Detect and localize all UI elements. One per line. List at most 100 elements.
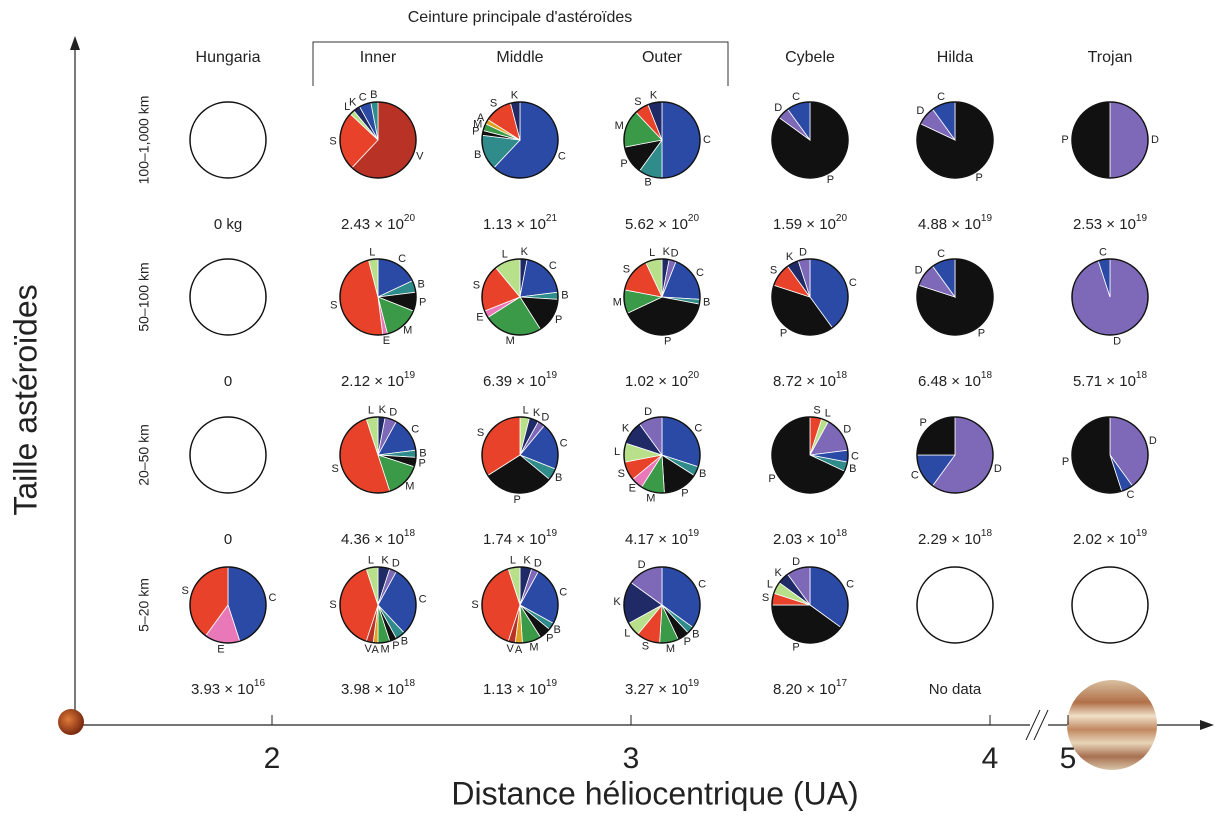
class-label: P bbox=[978, 327, 985, 339]
mass-label: 0 kg bbox=[214, 216, 242, 233]
pie-outline bbox=[1071, 258, 1149, 336]
mass-label: 4.17 × 1019 bbox=[625, 528, 700, 548]
class-label: D bbox=[392, 558, 400, 570]
class-label: S bbox=[634, 96, 641, 108]
pie-outline bbox=[771, 566, 849, 644]
mass-label: 0 bbox=[224, 373, 232, 390]
mass-label: 1.02 × 1020 bbox=[625, 370, 700, 390]
pie-outline bbox=[339, 258, 417, 336]
class-label: C bbox=[937, 91, 945, 103]
pie-outline bbox=[623, 566, 701, 644]
class-label: B bbox=[849, 463, 856, 475]
mass-value: 1.59 × 10 bbox=[773, 216, 836, 233]
class-label: C bbox=[846, 578, 854, 590]
class-label: C bbox=[398, 253, 406, 265]
mass-label: 4.36 × 1018 bbox=[341, 528, 416, 548]
class-label: K bbox=[349, 97, 357, 109]
mass-label: 0 bbox=[224, 531, 232, 548]
mass-exponent: 20 bbox=[688, 370, 700, 381]
mass-exponent: 20 bbox=[688, 213, 700, 224]
mass-label: 3.27 × 1019 bbox=[625, 678, 700, 698]
mass-label: 4.88 × 1019 bbox=[918, 213, 993, 233]
belt-header: Ceinture principale d'astéroïdes bbox=[408, 9, 633, 26]
class-label: B bbox=[692, 629, 699, 641]
class-label: K bbox=[533, 407, 541, 419]
class-label: L bbox=[624, 628, 630, 640]
class-label: P bbox=[620, 158, 627, 170]
class-label: E bbox=[217, 643, 224, 655]
class-label: M bbox=[380, 643, 389, 655]
pie-outline bbox=[1071, 416, 1149, 494]
pie-outline bbox=[771, 416, 849, 494]
class-label: D bbox=[541, 412, 549, 424]
class-label: P bbox=[792, 642, 799, 654]
pie-outline bbox=[189, 258, 267, 336]
pie-outline bbox=[916, 258, 994, 336]
class-label: K bbox=[650, 90, 658, 102]
mass-exponent: 20 bbox=[404, 213, 416, 224]
column-label: Trojan bbox=[1088, 49, 1133, 66]
mass-label: 2.43 × 1020 bbox=[341, 213, 416, 233]
class-label: P bbox=[555, 314, 562, 326]
pie-outline bbox=[481, 416, 559, 494]
column-label: Cybele bbox=[785, 49, 835, 66]
class-label: B bbox=[419, 447, 426, 459]
mass-value: No data bbox=[929, 681, 982, 698]
class-label: P bbox=[975, 172, 982, 184]
class-label: L bbox=[502, 249, 508, 261]
mass-label: 2.29 × 1018 bbox=[918, 528, 993, 548]
mass-label: 8.72 × 1018 bbox=[773, 370, 848, 390]
class-label: D bbox=[1149, 435, 1157, 447]
x-tick-label: 2 bbox=[264, 742, 281, 775]
class-label: S bbox=[618, 468, 625, 480]
row-label: 50–100 km bbox=[136, 262, 152, 331]
mass-exponent: 19 bbox=[546, 370, 558, 381]
class-label: B bbox=[370, 89, 377, 101]
mass-exponent: 19 bbox=[688, 528, 700, 539]
mass-value: 3.93 × 10 bbox=[191, 681, 254, 698]
mass-exponent: 19 bbox=[688, 678, 700, 689]
mass-exponent: 17 bbox=[836, 678, 848, 689]
class-label: D bbox=[534, 558, 542, 570]
class-label: S bbox=[473, 280, 480, 292]
class-label: B bbox=[401, 635, 408, 647]
class-label: A bbox=[477, 112, 485, 124]
class-label: K bbox=[622, 422, 630, 434]
mass-value: 2.02 × 10 bbox=[1073, 531, 1136, 548]
class-label: C bbox=[1126, 489, 1134, 501]
class-label: D bbox=[843, 424, 851, 436]
class-label: B bbox=[561, 289, 568, 301]
class-label: P bbox=[664, 336, 671, 348]
class-label: M bbox=[506, 335, 515, 347]
class-label: C bbox=[359, 92, 367, 104]
class-label: C bbox=[419, 593, 427, 605]
class-label: B bbox=[699, 468, 706, 480]
mass-value: 1.13 × 10 bbox=[483, 216, 546, 233]
class-label: L bbox=[649, 247, 655, 259]
class-label: S bbox=[329, 135, 336, 147]
mass-value: 2.53 × 10 bbox=[1073, 216, 1136, 233]
class-label: S bbox=[477, 427, 484, 439]
mass-exponent: 19 bbox=[1136, 213, 1148, 224]
class-label: B bbox=[418, 278, 425, 290]
mass-value: 6.48 × 10 bbox=[918, 373, 981, 390]
mass-value: 2.03 × 10 bbox=[773, 531, 836, 548]
x-tick-label: 3 bbox=[623, 742, 640, 775]
mass-label: 1.59 × 1020 bbox=[773, 213, 848, 233]
class-label: S bbox=[642, 641, 649, 653]
pie-outline bbox=[623, 101, 701, 179]
pie-outline bbox=[771, 101, 849, 179]
class-label: V bbox=[507, 643, 515, 655]
class-label: S bbox=[623, 263, 630, 275]
class-label: C bbox=[549, 260, 557, 272]
class-label: L bbox=[767, 578, 773, 590]
pie-outline bbox=[916, 101, 994, 179]
row-label: 100–1,000 km bbox=[136, 96, 152, 185]
class-label: E bbox=[383, 335, 390, 347]
class-label: D bbox=[389, 407, 397, 419]
mass-exponent: 18 bbox=[1136, 370, 1148, 381]
class-label: D bbox=[644, 406, 652, 418]
mass-exponent: 16 bbox=[254, 678, 266, 689]
pie-outline bbox=[481, 258, 559, 336]
mass-exponent: 18 bbox=[404, 678, 416, 689]
